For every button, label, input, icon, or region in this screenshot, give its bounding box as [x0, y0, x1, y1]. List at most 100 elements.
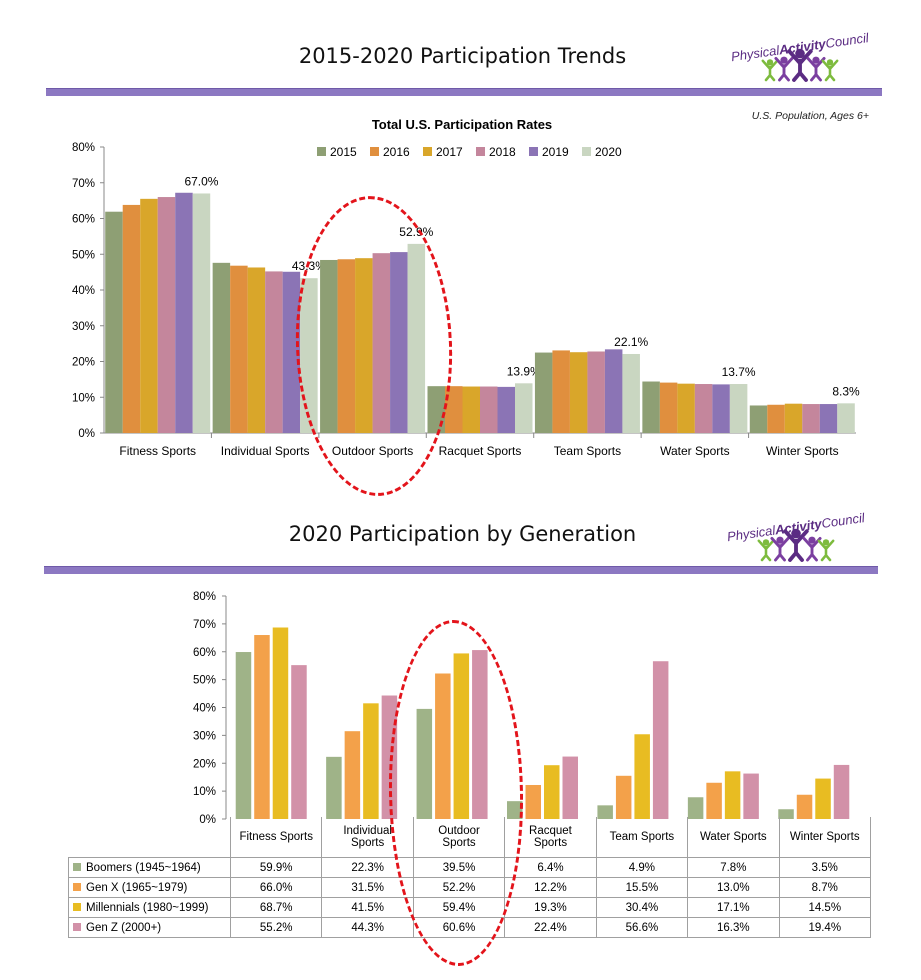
bar: [390, 252, 408, 433]
bar: [652, 661, 669, 819]
logo-figure-body: [783, 529, 809, 562]
bar: [122, 204, 141, 433]
y-tick-label: 30%: [193, 730, 216, 742]
bar: [445, 386, 463, 433]
table-cell: 19.4%: [778, 917, 871, 938]
x-tick-label: Team Sports: [554, 444, 621, 458]
table-cell: 68.7%: [229, 897, 323, 918]
logo-figure-head: [812, 56, 820, 64]
logo-figure-body: [806, 56, 826, 82]
bar: [677, 383, 695, 433]
table-cell: 3.5%: [778, 857, 871, 878]
bar: [407, 243, 426, 433]
logo-figure-body: [757, 539, 775, 562]
category-header-line: Individual: [343, 825, 392, 837]
bar: [212, 262, 231, 433]
legend-swatch: [582, 147, 591, 156]
table-cell: 31.5%: [321, 877, 414, 898]
bar: [344, 731, 361, 819]
table-row: Gen Z (2000+) 55.2% 44.3% 60.6% 22.4% 56.6% 16…: [68, 917, 871, 938]
y-tick-label: 10%: [193, 786, 216, 798]
y-tick-label: 50%: [193, 675, 216, 687]
bar: [687, 797, 704, 819]
bar: [615, 775, 632, 819]
bar: [642, 381, 660, 433]
series-label: Gen X (1965~1979): [68, 877, 231, 898]
title-divider: [44, 566, 878, 574]
logo-figure-head: [795, 48, 805, 59]
logo-figure-head: [791, 528, 801, 539]
x-tick-label: Water Sports: [660, 444, 730, 458]
legend-entry: 2016: [383, 145, 410, 159]
bar: [300, 278, 318, 433]
data-label: 13.9%: [507, 364, 541, 378]
legend-entry: 2018: [489, 145, 516, 159]
bar: [235, 652, 252, 819]
bar: [337, 259, 356, 433]
x-tick-label: Racquet Sports: [439, 444, 522, 458]
bar: [157, 197, 176, 433]
category-header: Outdoor Sports: [412, 817, 506, 858]
generation-data-table: Fitness Sports Individual Sports Outdoor Spo…: [68, 817, 871, 938]
bar: [355, 258, 373, 433]
series-label: Boomers (1945~1964): [68, 857, 231, 878]
logo-figure-body: [774, 56, 794, 82]
bar: [706, 782, 722, 819]
table-cell: 13.0%: [687, 877, 780, 898]
y-tick-label: 70%: [72, 178, 95, 190]
category-header-line: Racquet: [529, 825, 572, 837]
logo-figure-body: [761, 59, 779, 82]
table-cell: 15.5%: [595, 877, 689, 898]
bar: [435, 673, 451, 819]
category-header-line: Team Sports: [609, 831, 675, 843]
y-tick-label: 20%: [72, 357, 95, 369]
bar: [254, 635, 270, 819]
bar: [622, 353, 640, 433]
bar: [743, 773, 759, 819]
logo-figure-head: [808, 536, 816, 544]
legend-entry: 2017: [436, 145, 463, 159]
legend-entry: 2019: [542, 145, 569, 159]
category-header-line: Sports: [533, 837, 568, 849]
physical-activity-council-logo: PhysicalActivityCouncil: [730, 30, 871, 82]
logo-figure-body: [787, 49, 813, 82]
category-header-line: Outdoor: [438, 825, 480, 837]
logo-figure-head: [826, 59, 834, 66]
bar: [282, 271, 301, 433]
legend-entry: 2020: [595, 145, 622, 159]
data-label: 43.3%: [292, 259, 326, 273]
bar: [562, 756, 578, 819]
legend-swatch: [476, 147, 485, 156]
table-corner: [69, 817, 231, 858]
table-cell: 66.0%: [229, 877, 323, 898]
bar: [604, 349, 623, 433]
bar: [291, 665, 307, 819]
table-cell: 56.6%: [595, 917, 689, 938]
bar: [634, 734, 650, 819]
table-cell: 59.9%: [229, 857, 323, 878]
bar: [694, 384, 713, 433]
y-tick-label: 80%: [72, 142, 95, 154]
logo-figure-icon: [757, 539, 775, 562]
logo-figure-icon: [770, 536, 790, 562]
legend-swatch: [73, 902, 81, 911]
table-cell: 17.1%: [687, 897, 780, 918]
chart-title: Total U.S. Participation Rates: [372, 117, 552, 132]
table-cell: 41.5%: [321, 897, 414, 918]
bar: [175, 192, 193, 433]
table-cell: 14.5%: [778, 897, 871, 918]
bar: [819, 404, 838, 433]
logo-figure-body: [821, 59, 839, 82]
y-tick-label: 50%: [72, 249, 95, 261]
logo-figure-head: [776, 536, 784, 544]
logo-figure-icon: [774, 56, 794, 82]
category-header-line: Sports: [442, 837, 476, 849]
logo-figure-icon: [787, 48, 813, 82]
page-title: 2015-2020 Participation Trends: [298, 44, 627, 68]
series-name: Millennials (1980~1999): [86, 901, 209, 914]
y-tick-label: 30%: [72, 321, 95, 333]
legend-swatch: [423, 147, 432, 156]
logo-figure-icon: [802, 536, 822, 562]
bar: [525, 784, 541, 819]
series-name: Gen Z (2000+): [86, 921, 162, 934]
